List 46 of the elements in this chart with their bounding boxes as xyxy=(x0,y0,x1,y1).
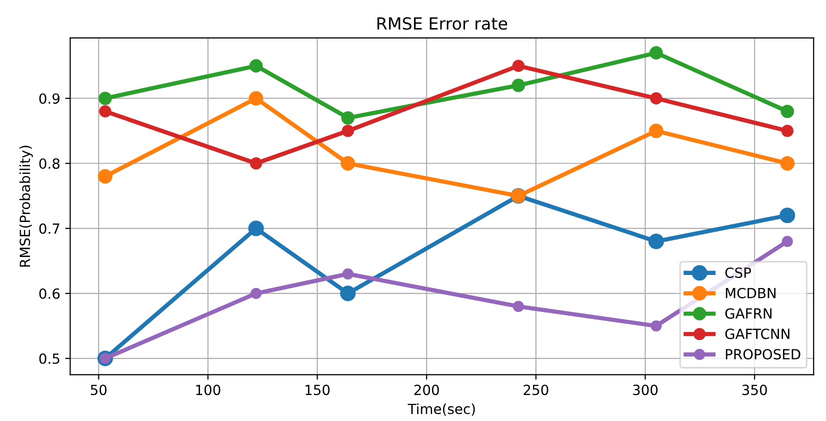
y-tick-label: 0.6 xyxy=(39,288,60,299)
point xyxy=(250,157,262,170)
point xyxy=(650,92,662,104)
point xyxy=(648,234,664,250)
point xyxy=(342,124,354,137)
point xyxy=(782,236,793,247)
legend-label: GAFRN xyxy=(725,308,772,319)
point xyxy=(250,288,262,299)
x-tick-label: 250 xyxy=(524,384,548,396)
point xyxy=(512,78,526,92)
y-tick-label: 0.5 xyxy=(39,353,60,364)
point xyxy=(248,220,264,236)
point xyxy=(650,320,662,332)
point xyxy=(650,46,663,60)
x-tick-label: 300 xyxy=(633,384,658,396)
point xyxy=(342,268,354,280)
legend-label: MCDBN xyxy=(726,288,776,298)
point xyxy=(781,124,794,137)
point xyxy=(249,59,263,73)
legend-label: CSP xyxy=(725,267,751,278)
point xyxy=(98,92,112,106)
point xyxy=(98,169,112,184)
x-axis-title: Time(sec) xyxy=(408,403,475,416)
y-tick-label: 0.9 xyxy=(39,93,60,104)
point xyxy=(340,156,356,171)
point xyxy=(340,286,356,302)
x-tick-label: 200 xyxy=(414,384,439,396)
x-tick-label: 150 xyxy=(306,384,330,396)
x-tick-label: 100 xyxy=(196,384,220,396)
y-tick-label: 0.7 xyxy=(39,223,60,234)
x-tick-label: 350 xyxy=(742,384,767,396)
point xyxy=(780,156,795,171)
chart-title: RMSE Error rate xyxy=(377,17,508,30)
point xyxy=(248,91,264,106)
point xyxy=(780,104,794,118)
point xyxy=(648,124,664,138)
legend-label: GAFTCNN xyxy=(725,328,790,340)
point xyxy=(99,105,112,118)
y-axis-title: RMSE(Probability) xyxy=(19,146,33,267)
point xyxy=(780,208,796,224)
x-tick-label: 50 xyxy=(90,384,107,396)
point xyxy=(341,111,355,125)
y-tick-label: 0.8 xyxy=(39,158,60,169)
point xyxy=(512,60,525,72)
legend-label: PROPOSED xyxy=(726,348,800,360)
point xyxy=(512,300,524,312)
